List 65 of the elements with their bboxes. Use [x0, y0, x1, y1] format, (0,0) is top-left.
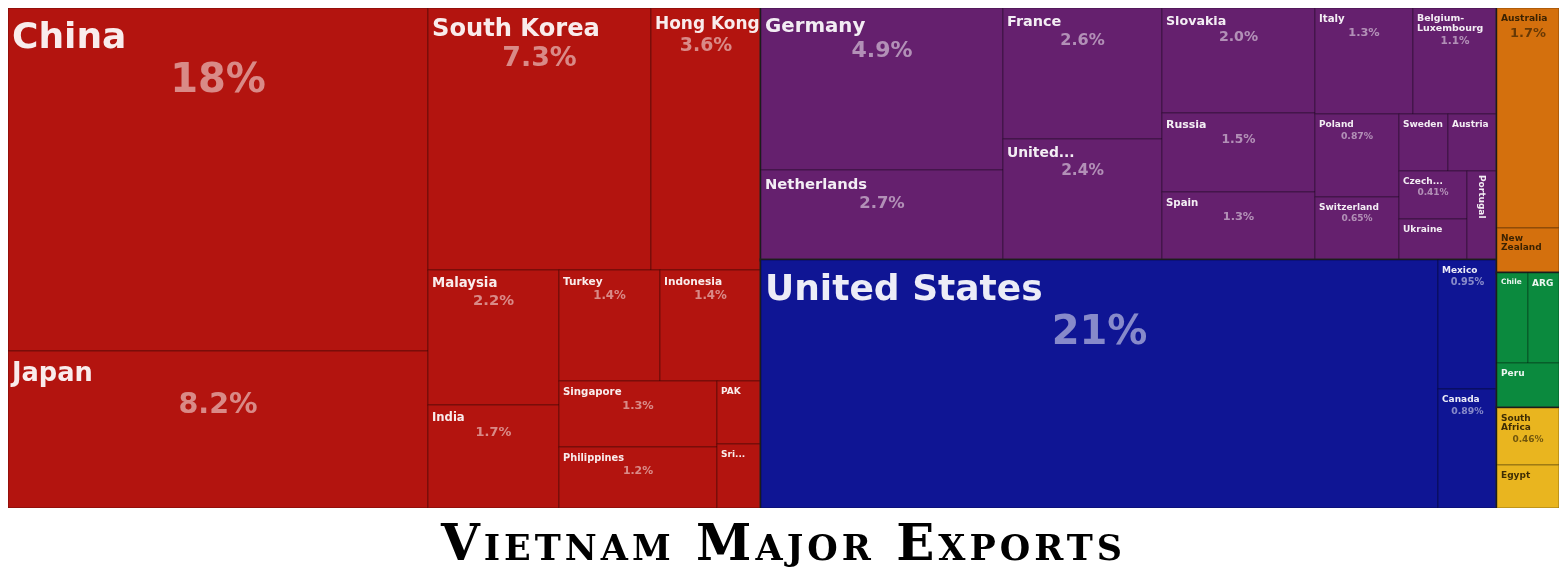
data-label: 3.6% [679, 32, 733, 55]
data-label: 7.3% [502, 41, 577, 73]
category-label: France [1007, 13, 1062, 30]
data-label: 0.65% [1341, 213, 1373, 224]
category-label: Egypt [1501, 470, 1531, 480]
category-label: PAK [721, 386, 742, 396]
category-label: China [12, 15, 127, 56]
category-label: ARG [1532, 278, 1554, 288]
data-label: 1.3% [1348, 25, 1380, 40]
category-label: Australia [1501, 13, 1548, 24]
data-label: 2.2% [473, 290, 515, 308]
category-label: Slovakia [1166, 12, 1227, 28]
category-label: Poland [1319, 119, 1354, 129]
category-label: Italy [1319, 13, 1346, 25]
data-label: 1.4% [593, 287, 627, 302]
data-label: 2.0% [1218, 28, 1259, 45]
category-label: Germany [765, 13, 866, 37]
category-label: Peru [1501, 368, 1525, 378]
data-label: 1.2% [622, 464, 654, 478]
data-label: 0.46% [1512, 433, 1544, 444]
category-label: Sweden [1403, 119, 1443, 129]
category-label: Russia [1166, 117, 1207, 131]
category-label: Netherlands [765, 174, 868, 192]
category-label: Malaysia [432, 275, 498, 291]
data-label: 2.6% [1060, 30, 1105, 50]
data-label: 1.3% [622, 398, 654, 413]
category-label: Belgium-Luxembourg [1417, 12, 1484, 34]
category-label: Portugal [1476, 175, 1487, 219]
category-label: Singapore [563, 386, 622, 398]
category-label: Czech... [1403, 176, 1443, 186]
data-label: 1.7% [475, 424, 512, 440]
category-label: Hong Kong [655, 12, 760, 33]
data-label: 0.41% [1417, 187, 1449, 198]
data-label: 8.2% [178, 386, 258, 420]
category-label: Turkey [563, 274, 603, 287]
data-label: 1.3% [1222, 209, 1255, 224]
category-label: New Zealand [1501, 233, 1542, 253]
category-label: Ukraine [1403, 224, 1443, 234]
category-label: South Africa [1501, 413, 1531, 433]
data-label: 4.9% [851, 36, 913, 62]
data-label: 18% [170, 55, 266, 101]
category-label: India [432, 409, 465, 424]
category-label: Spain [1166, 197, 1199, 209]
category-label: Switzerland [1319, 202, 1379, 212]
data-label: 1.1% [1440, 34, 1471, 47]
category-label: Mexico [1442, 265, 1478, 275]
category-label: United States [765, 267, 1043, 308]
category-label: Sri... [721, 449, 746, 459]
category-label: South Korea [432, 14, 600, 43]
category-label: Canada [1442, 394, 1480, 404]
category-label: United... [1007, 143, 1075, 160]
category-label: Austria [1452, 119, 1489, 129]
data-label: 2.4% [1061, 161, 1104, 180]
category-label: Japan [10, 356, 93, 387]
data-label: 1.7% [1510, 24, 1546, 40]
data-label: 1.4% [694, 287, 728, 302]
category-label: Indonesia [664, 274, 723, 287]
data-label: 21% [1051, 307, 1148, 353]
category-label: Philippines [563, 451, 625, 463]
text: Vietnam Major Exports [439, 512, 1128, 574]
data-label: 0.87% [1340, 129, 1374, 141]
data-label: 0.95% [1450, 276, 1485, 288]
data-label: 2.7% [859, 192, 905, 212]
data-label: 0.89% [1451, 404, 1485, 416]
data-label: 1.5% [1221, 131, 1256, 146]
